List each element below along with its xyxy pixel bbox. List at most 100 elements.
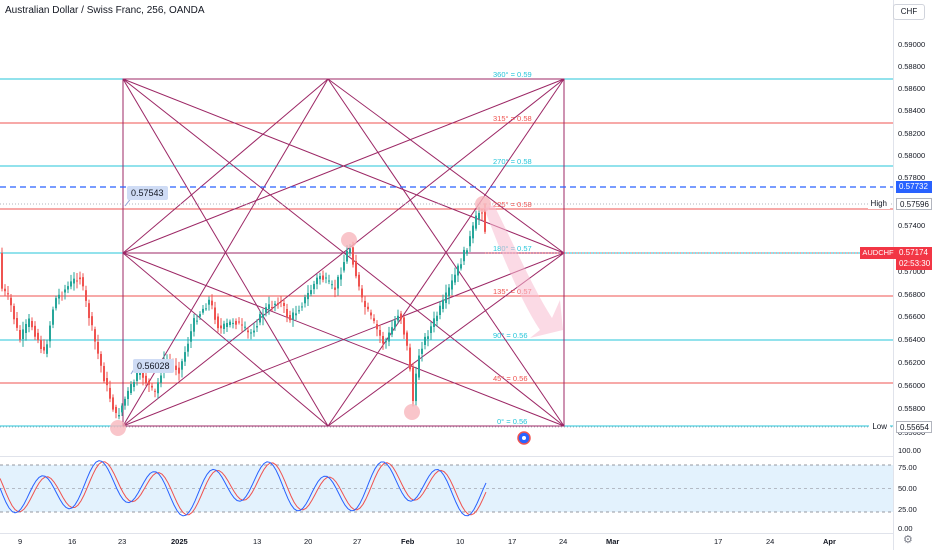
candle-body xyxy=(175,365,177,370)
candle-body xyxy=(463,249,465,262)
candle-body xyxy=(49,325,51,342)
candle-body xyxy=(100,354,102,366)
time-tick: 16 xyxy=(68,537,76,546)
time-axis[interactable]: 9 16 23 2025 13 20 27 Feb 10 17 24 Mar 1… xyxy=(18,537,836,546)
event-flag-icon[interactable] xyxy=(517,431,531,445)
candle-body xyxy=(82,277,84,287)
candle-body xyxy=(79,277,81,280)
candle-body xyxy=(187,343,189,352)
candle-body xyxy=(391,327,393,335)
candle-body xyxy=(379,330,381,336)
gann-fan-line xyxy=(327,78,565,254)
candle-body xyxy=(229,321,231,325)
gann-label: 0° = 0.56 xyxy=(497,417,527,426)
candle-body xyxy=(367,306,369,310)
candle-body xyxy=(265,307,267,313)
swing-high-marker xyxy=(341,232,357,248)
high-price-tag: 0.57596 xyxy=(896,198,932,210)
candle-body xyxy=(115,406,117,414)
gann-label: 360° = 0.59 xyxy=(493,70,532,79)
candle-body xyxy=(409,347,411,370)
candle-body xyxy=(259,314,261,323)
candle-body xyxy=(13,306,15,320)
price-tick: 0.57000 xyxy=(898,267,925,276)
osc-tick: 25.00 xyxy=(898,505,917,514)
candlestick-series[interactable] xyxy=(1,203,486,420)
candle-body xyxy=(286,309,288,317)
candle-body xyxy=(346,250,348,262)
candle-body xyxy=(292,312,294,320)
candle-body xyxy=(484,209,486,232)
time-tick: 24 xyxy=(559,537,567,546)
gann-label: 45° = 0.56 xyxy=(493,374,528,383)
candle-body xyxy=(184,352,186,362)
candle-body xyxy=(64,289,66,293)
candle-body xyxy=(7,293,9,295)
projection-arrow[interactable] xyxy=(484,205,563,338)
candle-body xyxy=(43,346,45,351)
low-price-tag: 0.55654 xyxy=(896,421,932,433)
time-tick: 10 xyxy=(456,537,464,546)
candle-body xyxy=(253,330,255,333)
candle-body xyxy=(376,324,378,330)
candle-body xyxy=(202,308,204,313)
candle-body xyxy=(388,332,390,342)
candle-body xyxy=(55,298,57,309)
price-tick: 0.57400 xyxy=(898,221,925,230)
osc-tick: 100.00 xyxy=(898,446,921,455)
candle-body xyxy=(106,378,108,386)
time-tick: Feb xyxy=(401,537,415,546)
settings-gear-icon[interactable]: ⚙ xyxy=(903,534,913,546)
time-tick: Apr xyxy=(823,537,836,546)
osc-tick: 50.00 xyxy=(898,484,917,493)
candle-body xyxy=(28,318,30,327)
candle-body xyxy=(277,303,279,305)
swing-low-marker xyxy=(110,420,126,436)
candle-body xyxy=(226,323,228,327)
time-tick: 13 xyxy=(253,537,261,546)
candle-body xyxy=(352,247,354,265)
candle-body xyxy=(298,310,300,312)
candle-body xyxy=(478,213,480,219)
price-callout-upper[interactable]: 0.57543 xyxy=(127,186,168,200)
candle-body xyxy=(304,297,306,304)
price-tick: 0.59000 xyxy=(898,40,925,49)
candle-body xyxy=(109,387,111,399)
oscillator-k-line xyxy=(0,460,487,517)
currency-button[interactable]: CHF xyxy=(893,4,925,20)
candle-body xyxy=(70,281,72,287)
candle-body xyxy=(157,382,159,394)
price-tick: 0.58400 xyxy=(898,106,925,115)
candle-body xyxy=(397,315,399,321)
gann-label: 315° = 0.58 xyxy=(493,114,532,123)
candle-body xyxy=(160,375,162,383)
candle-body xyxy=(220,325,222,329)
candle-body xyxy=(4,288,6,292)
gann-label: 225° = 0.58 xyxy=(493,200,532,209)
candle-body xyxy=(58,294,60,299)
candle-body xyxy=(334,287,336,290)
price-tick: 0.56600 xyxy=(898,312,925,321)
candle-body xyxy=(235,321,237,325)
candle-body xyxy=(232,322,234,324)
price-callout-lower[interactable]: 0.56028 xyxy=(133,359,174,373)
bar-countdown: 02:53:30 xyxy=(896,258,932,270)
candle-body xyxy=(37,332,39,341)
candle-body xyxy=(373,318,375,321)
candle-body xyxy=(52,309,54,325)
candle-body xyxy=(46,344,48,354)
high-label: High xyxy=(867,198,890,209)
candle-body xyxy=(211,300,213,306)
candle-body xyxy=(268,304,270,309)
price-axis[interactable]: 0.59000 0.58800 0.58600 0.58400 0.58200 … xyxy=(898,40,925,437)
candle-body xyxy=(73,278,75,284)
time-tick: 17 xyxy=(714,537,722,546)
price-tick: 0.56400 xyxy=(898,335,925,344)
candle-body xyxy=(10,297,12,306)
gann-label: 90° = 0.56 xyxy=(493,331,528,340)
time-tick: 23 xyxy=(118,537,126,546)
time-tick: Mar xyxy=(606,537,619,546)
oscillator-axis[interactable]: 100.00 75.00 50.00 25.00 0.00 xyxy=(898,446,921,533)
